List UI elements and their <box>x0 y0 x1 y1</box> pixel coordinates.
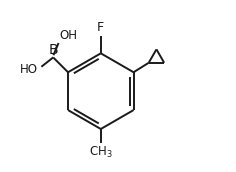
Text: B: B <box>48 43 58 57</box>
Text: CH$_3$: CH$_3$ <box>89 145 113 160</box>
Text: F: F <box>97 21 104 34</box>
Text: OH: OH <box>59 29 77 42</box>
Text: HO: HO <box>20 63 38 76</box>
